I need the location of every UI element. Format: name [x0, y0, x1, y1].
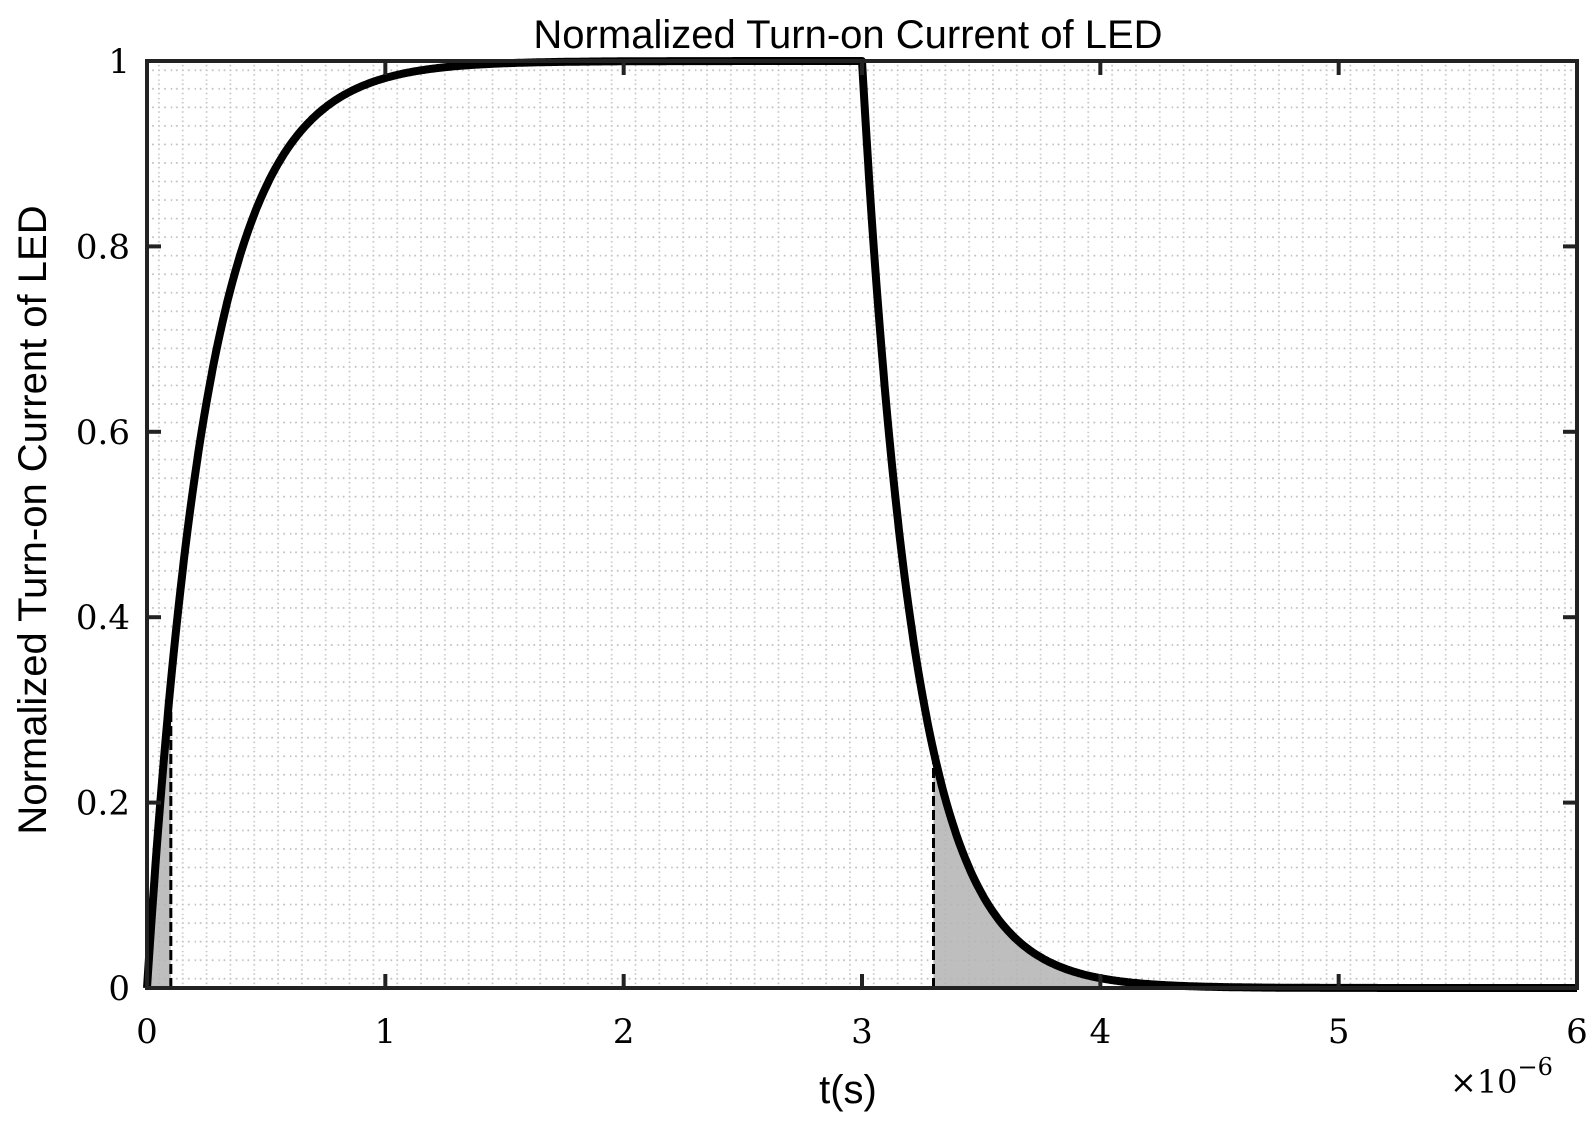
x-multiplier-exponent: −6: [1518, 1053, 1553, 1081]
chart-title: Normalized Turn-on Current of LED: [533, 13, 1162, 57]
x-axis-label: t(s): [819, 1068, 877, 1112]
y-tick-label: 0.6: [76, 413, 130, 453]
x-multiplier-base: ×10: [1450, 1063, 1518, 1101]
y-axis-label: Normalized Turn-on Current of LED: [11, 205, 55, 834]
x-tick-label: 4: [1090, 1012, 1112, 1052]
x-tick-label: 0: [136, 1012, 158, 1052]
x-tick-labels: 0 1 2 3 4 5 6: [136, 1012, 1588, 1052]
shaded-region: [933, 750, 1101, 988]
y-tick-label: 0.4: [76, 598, 130, 638]
x-tick-label: 1: [375, 1012, 397, 1052]
y-tick-label: 0.2: [76, 784, 130, 824]
y-tick-label: 0.8: [76, 227, 130, 267]
y-tick-labels: 0 0.2 0.4 0.6 0.8 1: [76, 42, 130, 1009]
x-tick-label: 6: [1566, 1012, 1588, 1052]
y-tick-label: 0: [108, 969, 130, 1009]
x-tick-label: 2: [613, 1012, 635, 1052]
grid: [147, 61, 1577, 988]
axis-ticks: [145, 59, 1579, 990]
x-tick-label: 3: [851, 1012, 873, 1052]
x-multiplier: ×10−6: [1450, 1053, 1553, 1101]
x-tick-label: 5: [1328, 1012, 1350, 1052]
y-tick-label: 1: [108, 42, 130, 82]
